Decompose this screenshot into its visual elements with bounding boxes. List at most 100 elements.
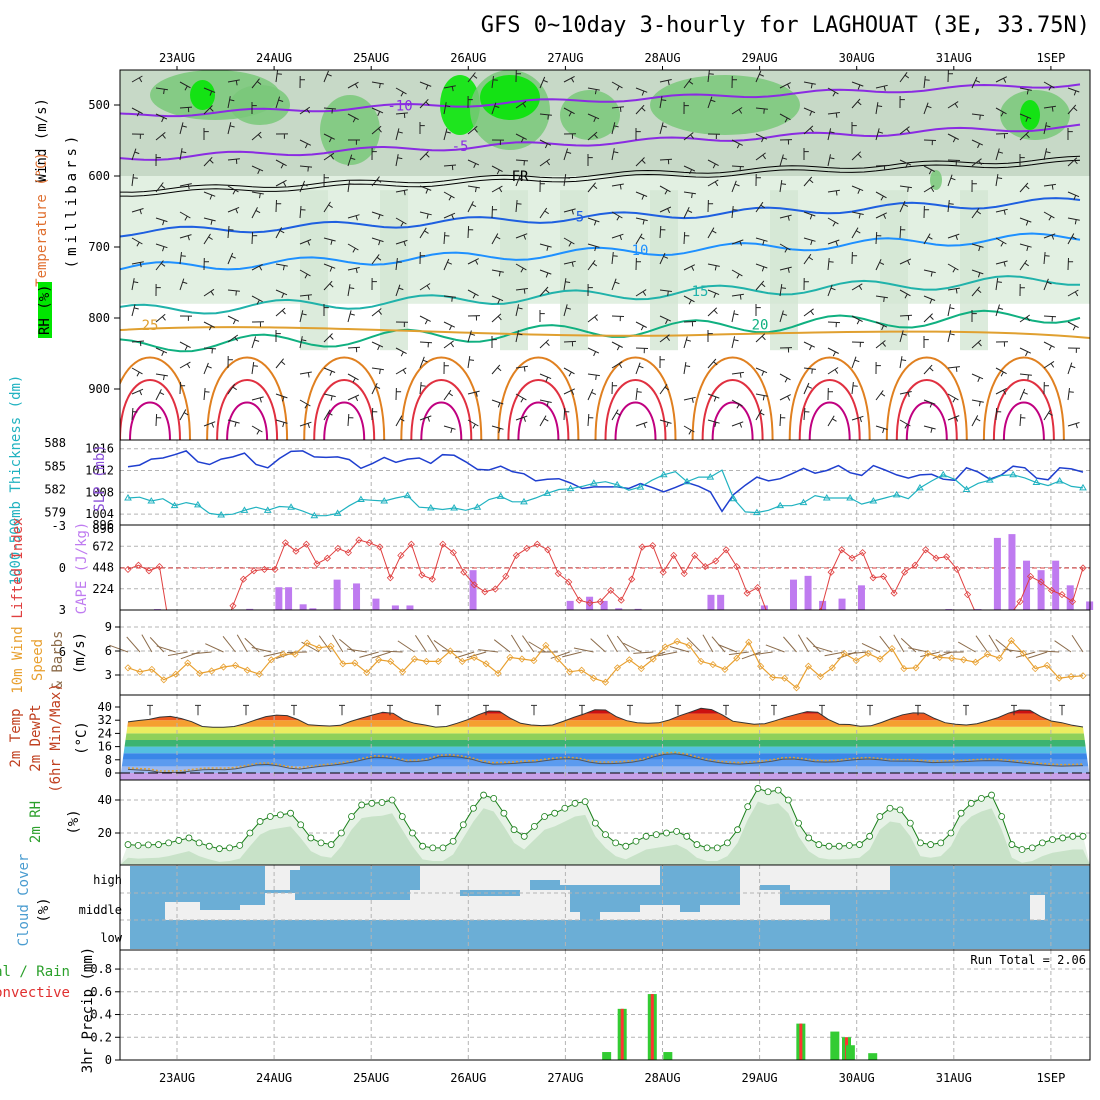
cape-bar [760, 605, 768, 610]
li-marker [239, 575, 248, 583]
wind-barb [899, 391, 912, 398]
wind-barb [515, 365, 528, 372]
rh-marker [510, 826, 518, 834]
wind-barb [851, 315, 863, 325]
rh-marker [124, 841, 132, 848]
rh-marker [287, 809, 294, 817]
temp-band [120, 720, 1090, 727]
cloud-block [700, 905, 740, 920]
wind-barb [947, 304, 955, 317]
rh-marker [317, 839, 325, 847]
wind-speed-marker [661, 643, 669, 651]
li-tick-label: 3 [59, 603, 66, 617]
lowlevel-isotherm [691, 356, 774, 440]
wind-speed-marker [709, 661, 717, 669]
wind-speed-marker [936, 653, 944, 661]
wind-barb [971, 139, 984, 149]
rh-marker [724, 839, 731, 847]
wind-barb [611, 81, 623, 91]
wind-barb [395, 112, 408, 119]
panel-frame [119, 949, 1091, 1061]
wind-barb-10m [493, 639, 511, 653]
wind-speed-marker [351, 659, 359, 667]
wind-barb [203, 87, 216, 96]
date-label-bottom: 28AUG [644, 1071, 680, 1085]
wind-barb [227, 225, 234, 239]
wind-barb [587, 314, 598, 323]
precip-tick-label: 0 [105, 1053, 112, 1067]
rh-blob [480, 75, 540, 120]
wind-barb [779, 373, 791, 383]
wind-barb [539, 179, 545, 193]
li-marker [302, 540, 310, 548]
wind-barb [971, 310, 977, 322]
wind-barb [587, 182, 598, 193]
thickness-marker [589, 479, 598, 486]
wind-barb [995, 278, 1002, 291]
thickness-marker [1079, 483, 1087, 491]
thickness-marker [776, 501, 785, 509]
wind-barb [515, 70, 522, 83]
li-marker [922, 546, 930, 554]
wind-barb [467, 419, 479, 429]
wind-barb [779, 347, 793, 353]
wind-speed-marker [160, 676, 168, 684]
lowlevel-isotherm [982, 356, 1065, 440]
wind-barb [803, 125, 814, 135]
wind-barb [227, 79, 240, 86]
wind-speed-marker [410, 655, 419, 663]
wind-barb [467, 356, 475, 369]
li-marker [1079, 564, 1087, 572]
lowlevel-isotherm [788, 356, 871, 440]
li-marker [523, 544, 531, 552]
wind-barb [419, 315, 431, 325]
rh-marker [378, 799, 386, 806]
wind-barb [491, 313, 502, 323]
panel-ylabel: 3hr Precip (mm) [80, 947, 96, 1073]
wind-barb [275, 307, 286, 317]
li-marker [313, 560, 321, 568]
wind-speed-marker [697, 657, 705, 665]
rh-marker [1038, 839, 1046, 847]
wind-barb [491, 269, 504, 277]
wind-barb [227, 252, 236, 265]
wind-speed-marker [960, 656, 968, 664]
wind-barb [395, 284, 404, 297]
wind-barb-10m [606, 634, 618, 653]
lowlevel-isotherm [410, 379, 473, 440]
rh-marker [784, 796, 792, 804]
wind-barb [779, 82, 791, 89]
li-marker [1026, 572, 1035, 580]
wind-barb [611, 341, 623, 351]
wind-barb [899, 289, 911, 299]
cape-bar [717, 594, 725, 610]
wind-barb [827, 367, 839, 375]
cloud-block [640, 905, 680, 920]
li-marker [617, 596, 625, 604]
wind-barb [491, 102, 500, 115]
wind-barb [947, 101, 959, 109]
rh-marker [652, 831, 660, 839]
wind-barb [563, 75, 575, 83]
li-marker [124, 565, 132, 573]
wind-barb [995, 260, 1008, 267]
rh-marker [480, 791, 487, 799]
wind-barb [683, 295, 695, 305]
wind-barb-10m [126, 636, 141, 653]
wind-barb-10m [932, 651, 952, 659]
minmax-whisker [627, 704, 633, 716]
wind-barb-10m [382, 650, 403, 653]
upper-air-wind-barbs [131, 70, 1081, 435]
wind-barb [251, 295, 263, 305]
rh-marker [398, 813, 406, 820]
isotherm-label: 5 [576, 210, 584, 226]
li-marker [880, 572, 888, 580]
rh2m-panel: 20 40 2m RH (%) [28, 779, 1091, 866]
panel-ylabel: 2m RH [28, 801, 44, 843]
cape-tick-label: 672 [92, 539, 114, 553]
wind-barb [995, 174, 1003, 187]
wind-barb [947, 133, 959, 143]
wind-barb [419, 185, 432, 194]
wind-barb [467, 201, 477, 213]
